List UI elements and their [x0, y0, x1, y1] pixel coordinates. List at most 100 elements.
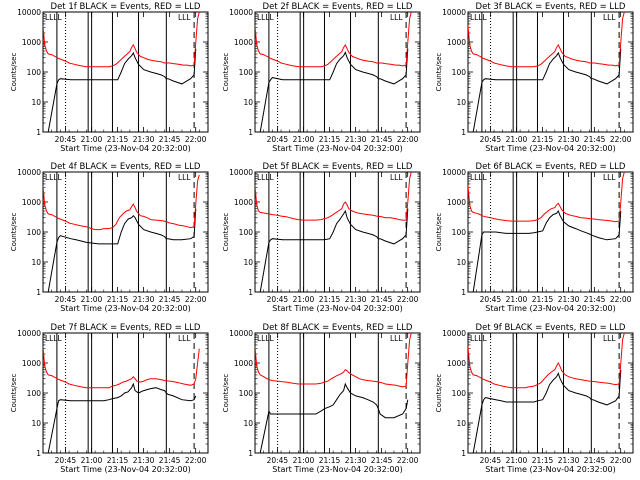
x-tick-label: 21:00: [81, 135, 103, 144]
y-tick-label: 10: [31, 419, 41, 428]
y-tick-label: 10: [31, 258, 41, 267]
y-tick-label: 10: [243, 258, 253, 267]
x-tick-label: 20:45: [267, 135, 289, 144]
series-events-line: [43, 208, 197, 292]
x-tick-label: 22:00: [185, 135, 207, 144]
x-tick-label: 21:00: [506, 456, 528, 465]
detector-panel-9: Det 9f BLACK = Events, RED = LLD 1 10 100 10…: [435, 323, 634, 474]
annotation-left: LLLL: [257, 13, 275, 22]
y-tick-label: 1000: [234, 38, 253, 47]
x-tick-label: 21:30: [133, 456, 155, 465]
x-tick-label: 21:15: [532, 295, 554, 304]
x-tick-label: 21:00: [506, 135, 528, 144]
y-tick-label: 1000: [447, 198, 466, 207]
detector-panel-3: Det 3f BLACK = Events, RED = LLD 1 10 100 10…: [435, 2, 634, 153]
y-tick-label: 100: [27, 228, 42, 237]
series-lld-line: [468, 12, 625, 68]
panel-title: Det 9f BLACK = Events, RED = LLD: [476, 323, 626, 333]
x-tick-label: 21:00: [293, 135, 315, 144]
y-tick-label: 100: [239, 389, 254, 398]
series-lld-line: [255, 12, 412, 68]
series-lld-line: [468, 333, 625, 389]
panel-title: Det 1f BLACK = Events, RED = LLD: [51, 2, 201, 12]
y-tick-label: 1000: [22, 38, 41, 47]
plot-area: [43, 172, 200, 292]
x-axis-label: Start Time (23-Nov-04 20:32:00): [272, 304, 402, 313]
x-tick-label: 20:45: [480, 456, 502, 465]
x-tick-label: 21:15: [107, 135, 129, 144]
x-tick-label: 21:15: [107, 456, 129, 465]
x-tick-label: 21:00: [81, 295, 103, 304]
x-tick-label: 21:30: [558, 456, 580, 465]
y-axis-label: Counts/sec: [10, 53, 18, 92]
series-lld-line: [43, 346, 200, 389]
y-tick-label: 100: [27, 389, 42, 398]
x-tick-label: 21:45: [371, 135, 393, 144]
y-tick-label: 100: [452, 389, 467, 398]
x-tick-label: 21:45: [584, 456, 606, 465]
x-tick-label: 21:45: [159, 135, 181, 144]
y-tick-label: 10000: [442, 8, 466, 17]
series-lld-line: [255, 333, 412, 388]
series-events-line: [255, 208, 409, 292]
y-axis-label: Counts/sec: [222, 53, 230, 92]
y-tick-label: 1: [36, 449, 41, 458]
x-tick-label: 21:30: [345, 295, 367, 304]
y-tick-label: 10000: [442, 168, 466, 177]
x-tick-label: 20:45: [267, 295, 289, 304]
detector-panel-5: Det 5f BLACK = Events, RED = LLD 1 10 100 10…: [222, 162, 421, 313]
annotation-left: LLLL: [45, 173, 63, 182]
y-tick-label: 10000: [229, 168, 253, 177]
y-tick-label: 1000: [22, 198, 41, 207]
x-tick-label: 21:15: [319, 456, 341, 465]
x-tick-label: 22:00: [397, 295, 419, 304]
y-tick-label: 10000: [229, 8, 253, 17]
plot-frame: [42, 171, 209, 293]
annotation-left: LLLL: [45, 334, 63, 343]
y-axis-label: Counts/sec: [222, 213, 230, 252]
x-tick-label: 20:45: [55, 456, 77, 465]
annotation-right: LLL: [178, 13, 191, 22]
panel-title: Det 6f BLACK = Events, RED = LLD: [476, 162, 626, 172]
x-tick-label: 21:30: [345, 456, 367, 465]
panel-title: Det 4f BLACK = Events, RED = LLD: [51, 162, 201, 172]
y-tick-label: 10000: [17, 329, 41, 338]
series-events-line: [255, 48, 409, 132]
y-tick-label: 10000: [229, 329, 253, 338]
y-tick-label: 10000: [442, 329, 466, 338]
series-events-line: [468, 209, 622, 292]
y-tick-label: 1: [248, 128, 253, 137]
y-tick-label: 10: [243, 419, 253, 428]
detector-panel-2: Det 2f BLACK = Events, RED = LLD 1 10 100 10…: [222, 2, 421, 153]
annotation-left: LLLL: [257, 173, 275, 182]
x-tick-label: 21:30: [558, 135, 580, 144]
y-tick-label: 1000: [234, 198, 253, 207]
plot-area: [255, 333, 412, 453]
plot-frame: [42, 11, 209, 133]
plot-area: [43, 12, 200, 132]
plot-frame: [254, 332, 421, 454]
x-tick-label: 21:45: [371, 456, 393, 465]
series-lld-line: [255, 172, 412, 221]
panel-title: Det 8f BLACK = Events, RED = LLD: [263, 323, 413, 333]
plot-frame: [467, 11, 634, 133]
y-tick-label: 1000: [22, 359, 41, 368]
y-tick-label: 1000: [234, 359, 253, 368]
y-tick-label: 10: [456, 258, 466, 267]
x-tick-label: 21:45: [159, 295, 181, 304]
y-tick-label: 10: [243, 98, 253, 107]
x-tick-label: 21:00: [293, 456, 315, 465]
annotation-right: LLL: [390, 334, 403, 343]
y-tick-label: 100: [239, 228, 254, 237]
plot-frame: [254, 11, 421, 133]
series-lld-line: [43, 174, 200, 231]
y-axis-label: Counts/sec: [435, 53, 443, 92]
y-tick-label: 1: [248, 449, 253, 458]
x-tick-label: 21:15: [319, 295, 341, 304]
x-axis-label: Start Time (23-Nov-04 20:32:00): [485, 304, 615, 313]
annotation-right: LLL: [603, 173, 616, 182]
x-axis-label: Start Time (23-Nov-04 20:32:00): [60, 144, 190, 153]
y-tick-label: 1: [461, 128, 466, 137]
y-tick-label: 1: [248, 288, 253, 297]
